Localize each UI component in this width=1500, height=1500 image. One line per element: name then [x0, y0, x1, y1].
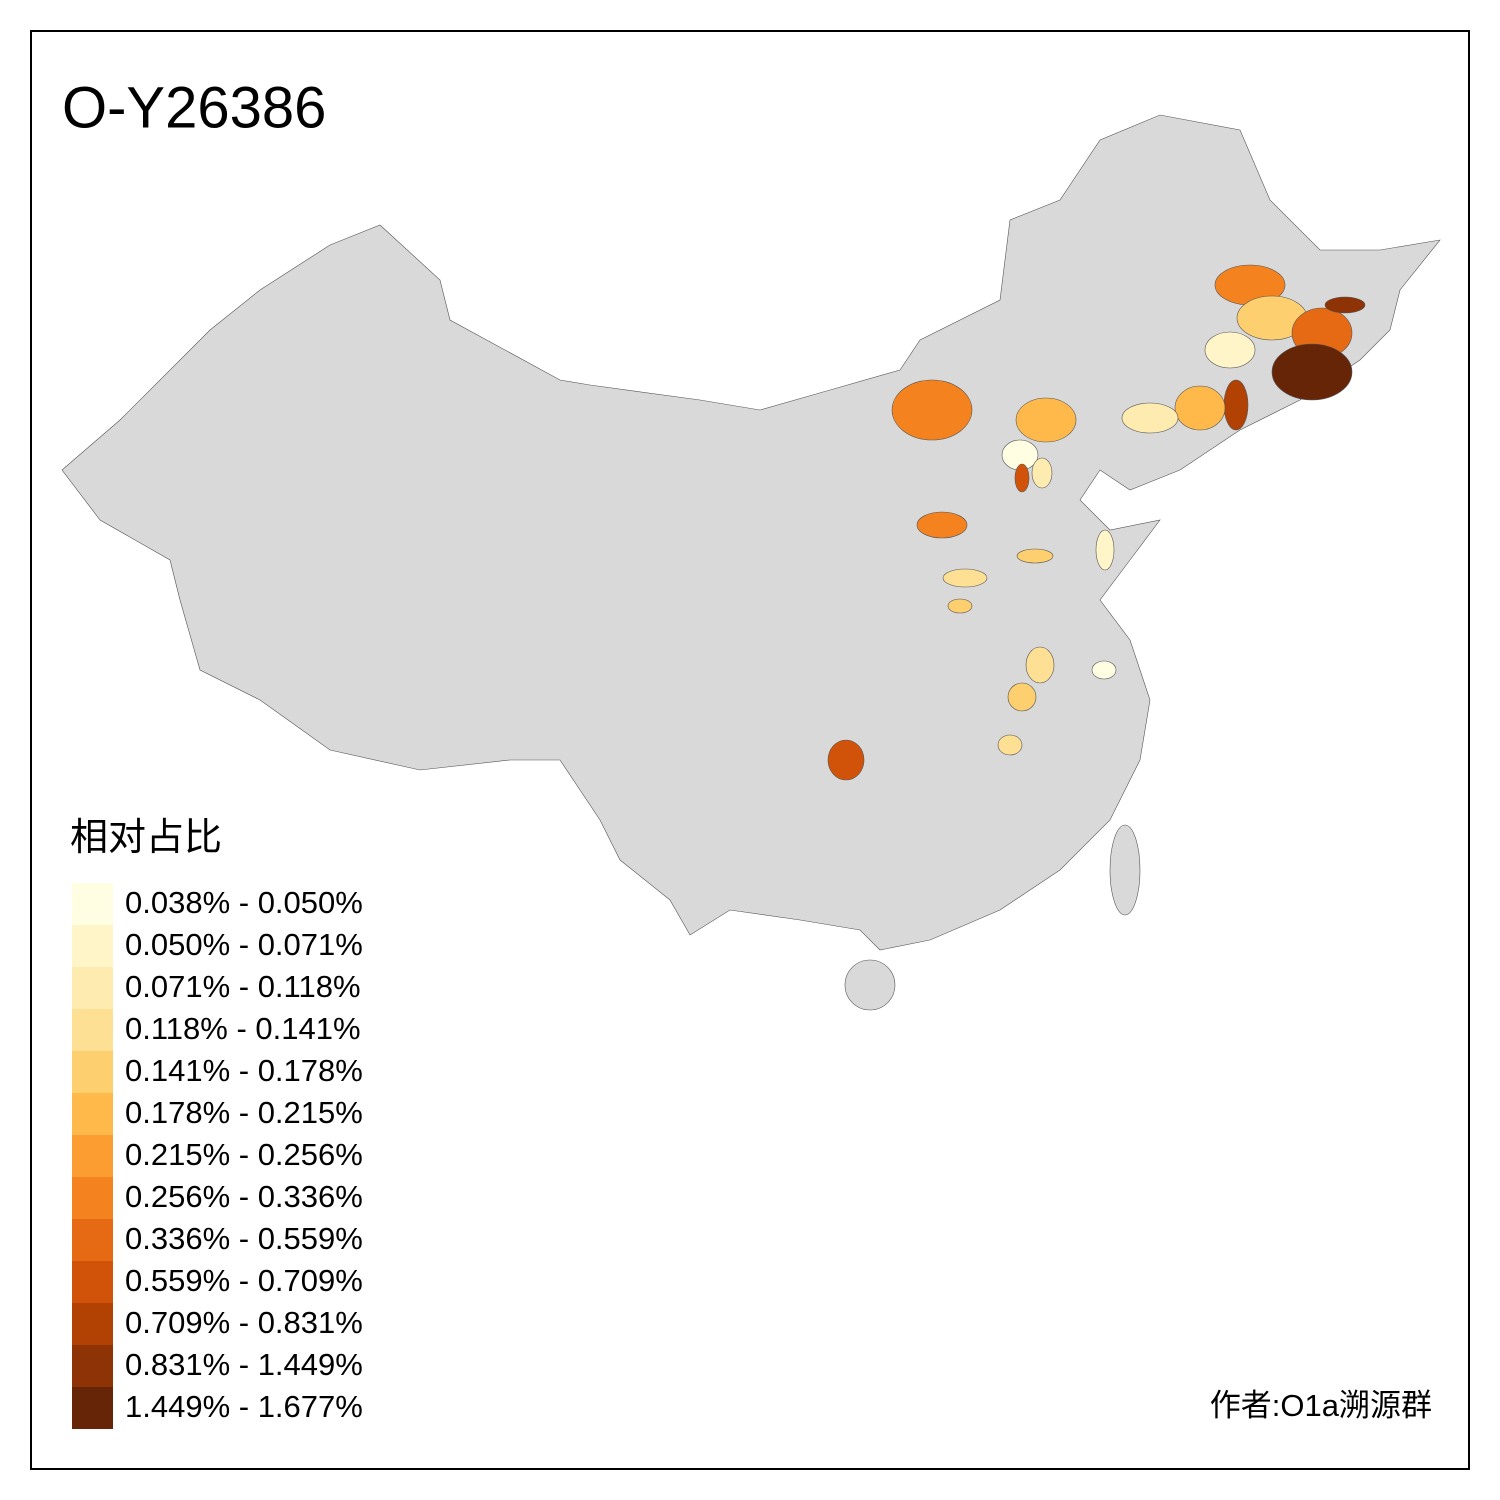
legend-swatch [72, 1135, 113, 1177]
legend-swatch [72, 1345, 113, 1387]
map-title: O-Y26386 [62, 75, 326, 140]
legend-label: 0.709% - 0.831% [125, 1305, 363, 1340]
legend-label: 0.141% - 0.178% [125, 1053, 363, 1088]
legend-label: 0.118% - 0.141% [125, 1011, 361, 1046]
legend-swatch [72, 1261, 113, 1303]
region [1015, 397, 1077, 443]
regions [827, 264, 1366, 781]
legend-swatch [72, 967, 113, 1009]
region [1174, 385, 1226, 431]
legend-label: 0.071% - 0.118% [125, 969, 361, 1004]
legend-swatch [72, 1051, 113, 1093]
region [1121, 402, 1179, 434]
region [1271, 343, 1353, 401]
region [942, 568, 988, 588]
legend-label: 0.336% - 0.559% [125, 1221, 363, 1256]
region [891, 379, 973, 441]
region [947, 598, 973, 614]
base-map [61, 114, 1441, 1011]
legend-swatch [72, 883, 113, 925]
region [1091, 660, 1117, 680]
region [827, 739, 865, 781]
region [1223, 379, 1249, 431]
legend-label: 0.831% - 1.449% [125, 1347, 363, 1382]
island [1109, 824, 1141, 916]
legend-label: 0.256% - 0.336% [125, 1179, 363, 1214]
region [1014, 463, 1030, 493]
credit: 作者:O1a溯源群 [1210, 1388, 1432, 1423]
legend-label: 0.178% - 0.215% [125, 1095, 363, 1130]
legend-swatch [72, 1177, 113, 1219]
legend-swatch [72, 1219, 113, 1261]
region [1016, 548, 1054, 564]
country-outline [61, 114, 1441, 951]
legend-swatch [72, 925, 113, 967]
legend-title: 相对占比 [70, 817, 222, 859]
region [1095, 529, 1115, 571]
legend-swatch [72, 1387, 113, 1429]
legend: 0.038% - 0.050% 0.050% - 0.071% 0.071% - 0… [72, 883, 363, 1429]
legend-label: 0.038% - 0.050% [125, 885, 363, 920]
legend-swatch [72, 1009, 113, 1051]
region [997, 734, 1023, 756]
legend-label: 0.050% - 0.071% [125, 927, 363, 962]
legend-label: 0.215% - 0.256% [125, 1137, 363, 1172]
region [1007, 682, 1037, 712]
legend-swatch [72, 1093, 113, 1135]
region [1025, 646, 1055, 684]
legend-label: 0.559% - 0.709% [125, 1263, 363, 1298]
region [1324, 296, 1366, 314]
island [844, 959, 896, 1011]
legend-label: 1.449% - 1.677% [125, 1389, 363, 1424]
region [916, 511, 968, 539]
region [1204, 331, 1256, 369]
region [1031, 457, 1053, 489]
legend-swatch [72, 1303, 113, 1345]
